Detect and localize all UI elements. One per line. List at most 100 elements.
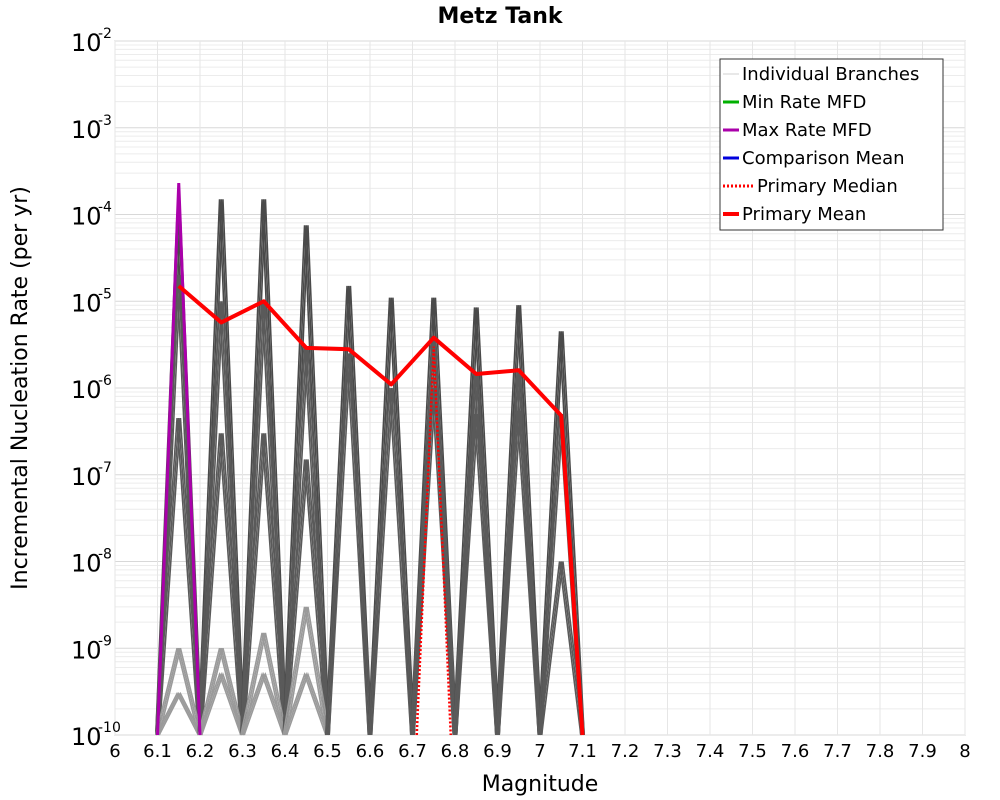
branch-spike	[282, 671, 327, 736]
y-tick-base: 10	[71, 550, 102, 578]
branch-spike	[326, 353, 371, 736]
y-tick-base: 10	[71, 289, 102, 317]
x-tick-label: 6.5	[313, 741, 342, 762]
branch-spike	[200, 671, 245, 736]
branch-spike	[155, 691, 200, 736]
primary-median-line	[415, 346, 452, 736]
x-tick-label: 7.7	[823, 741, 852, 762]
branch-spike	[411, 387, 456, 736]
y-tick-base: 10	[71, 463, 102, 491]
x-tick-label: 6.4	[271, 741, 300, 762]
x-tick-label: 7.3	[653, 741, 682, 762]
legend-label: Primary Median	[757, 176, 898, 197]
x-tick-label: 7.2	[611, 741, 640, 762]
x-axis-label: Magnitude	[482, 772, 599, 797]
y-tick: 10-3	[71, 113, 112, 144]
branch-spike	[282, 459, 327, 736]
y-tick-exponent: -9	[98, 633, 112, 649]
series-lines	[156, 183, 585, 736]
x-tick-label: 6.3	[228, 741, 257, 762]
x-tick-label: 7.5	[738, 741, 767, 762]
x-tick-label: 6.7	[398, 741, 427, 762]
branch-spike	[241, 433, 286, 736]
branch-spike	[413, 387, 458, 736]
branch-spike	[285, 459, 330, 736]
branch-spike	[370, 387, 415, 736]
branch-spike	[454, 414, 499, 736]
y-tick-base: 10	[71, 376, 102, 404]
branch-spike	[539, 561, 584, 736]
branch-spike	[155, 648, 200, 736]
x-tick-label: 8	[959, 741, 970, 762]
x-tick-label: 6.2	[186, 741, 215, 762]
x-tick-label: 6.9	[483, 741, 512, 762]
y-tick-exponent: -2	[98, 26, 112, 42]
x-tick-label: 7	[534, 741, 545, 762]
branch-spike	[197, 671, 242, 736]
legend-label: Primary Mean	[742, 204, 866, 225]
branch-spike	[199, 648, 244, 736]
y-tick-base: 10	[71, 636, 102, 664]
x-tick-label: 7.1	[568, 741, 597, 762]
branch-spike	[284, 606, 329, 736]
x-tick-label: 6.1	[143, 741, 172, 762]
chart-title: Metz Tank	[437, 4, 563, 29]
legend-label: Individual Branches	[742, 64, 919, 85]
branch-spike	[367, 387, 412, 736]
x-tick-label: 7.9	[908, 741, 937, 762]
branch-spike	[285, 671, 330, 736]
branch-spike	[325, 353, 370, 736]
x-tick-label: 7.4	[696, 741, 725, 762]
y-tick-exponent: -10	[98, 720, 121, 736]
y-tick-exponent: -6	[98, 373, 112, 389]
branch-spike	[199, 301, 244, 736]
branch-spike	[243, 632, 288, 736]
y-tick-base: 10	[71, 29, 102, 57]
primary-mean-line	[177, 284, 585, 736]
branch-spike	[284, 459, 329, 736]
branch-spike	[156, 691, 201, 736]
branch-spike	[156, 648, 201, 736]
y-tick-exponent: -3	[98, 113, 112, 129]
y-tick: 10-8	[71, 547, 112, 578]
y-tick: 10-4	[71, 200, 112, 231]
y-tick-exponent: -8	[98, 547, 112, 563]
y-tick: 10-6	[71, 373, 112, 404]
legend: Individual Branches Min Rate MFD Max Rate …	[719, 58, 944, 231]
y-tick-base: 10	[71, 723, 102, 751]
branch-spike	[158, 691, 203, 736]
x-axis-ticks: 6 6.1 6.2 6.3 6.4 6.5 6.6 6.7 6.8 6.9 7 7.1 7.2 7.3 7.…	[109, 741, 970, 762]
x-tick-label: 6.6	[356, 741, 385, 762]
legend-label: Min Rate MFD	[742, 92, 866, 113]
legend-label: Max Rate MFD	[742, 120, 872, 141]
y-tick: 10-5	[71, 286, 112, 317]
branch-spike	[282, 606, 327, 736]
branch-spike	[241, 632, 286, 736]
y-tick-exponent: -7	[98, 460, 112, 476]
x-tick-label: 7.6	[781, 741, 810, 762]
branch-spike	[200, 433, 245, 736]
branch-spike	[241, 671, 286, 736]
branch-spike	[243, 671, 288, 736]
x-tick-label: 7.8	[866, 741, 895, 762]
y-tick: 10-2	[71, 26, 112, 57]
branch-spike	[495, 372, 540, 736]
x-tick-label: 6.8	[441, 741, 470, 762]
branch-spike	[455, 414, 500, 736]
branch-spike	[240, 632, 285, 736]
y-tick: 10-7	[71, 460, 112, 491]
legend-box	[719, 58, 944, 231]
branch-spike	[496, 410, 541, 736]
branch-spike	[452, 414, 497, 736]
branch-spike	[199, 433, 244, 736]
branch-spike	[243, 433, 288, 736]
branch-spike	[158, 648, 203, 736]
legend-label: Comparison Mean	[742, 148, 905, 169]
branch-spike	[240, 671, 285, 736]
branch-spike	[498, 410, 543, 736]
y-tick-exponent: -4	[98, 200, 112, 216]
branch-spike	[537, 561, 582, 736]
x-tick-label: 6	[109, 741, 120, 762]
branch-spike	[199, 671, 244, 736]
